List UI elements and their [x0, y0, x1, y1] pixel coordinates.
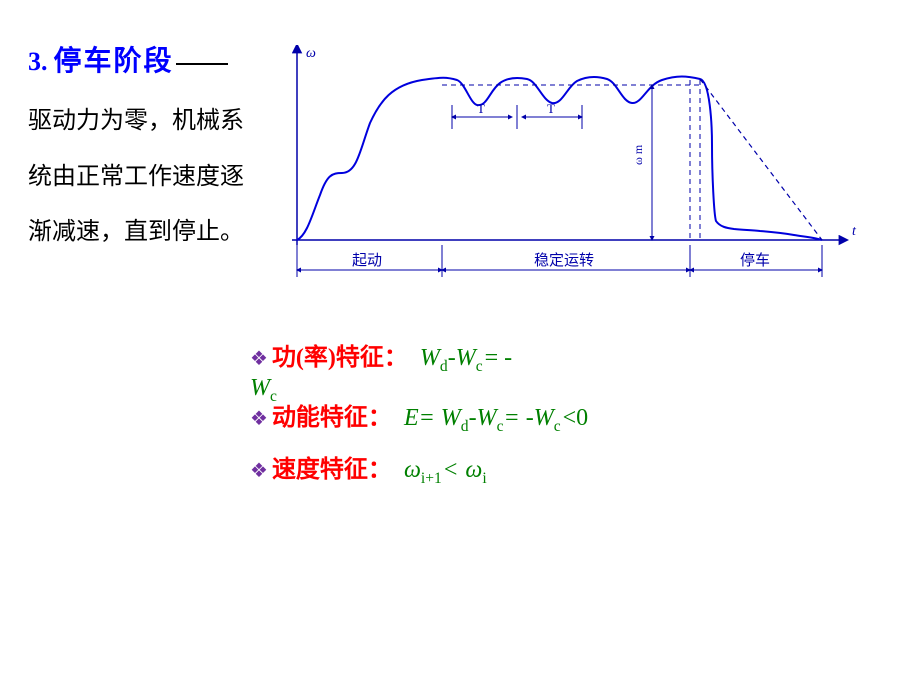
- speed-label: 速度特征：: [272, 457, 392, 483]
- power-equation: Wd-Wc= -: [420, 345, 514, 371]
- omega-curve: [297, 77, 822, 241]
- decel-dashed: [700, 79, 822, 240]
- speed-equation: ωi+1< ωi: [404, 457, 487, 483]
- energy-label: 动能特征：: [272, 405, 392, 431]
- bullet-energy: ❖动能特征： E= Wd-Wc= -Wc<0: [250, 400, 810, 438]
- body-text: 驱动力为零，机械系统由正常工作速度逐渐减速，直到停止。: [28, 94, 258, 260]
- bullet-speed: ❖速度特征： ωi+1< ωi: [250, 452, 810, 490]
- phase-label-stop: 停车: [740, 252, 770, 269]
- section-title: 停车阶段: [54, 46, 174, 77]
- bullet-power: ❖功(率)特征： Wd-Wc= - Wc: [250, 340, 810, 378]
- T-label-1: T: [477, 101, 485, 116]
- phase-chart: ω t T T ω m 起动 稳定运转 停车: [282, 45, 872, 310]
- phase-label-start: 起动: [352, 252, 382, 269]
- diamond-icon: ❖: [250, 408, 268, 430]
- T-label-2: T: [547, 101, 555, 116]
- bullet-list: ❖功(率)特征： Wd-Wc= - Wc ❖动能特征： E= Wd-Wc= -W…: [250, 340, 810, 505]
- phase-label-steady: 稳定运转: [534, 252, 594, 269]
- x-axis-label: t: [852, 224, 857, 239]
- diamond-icon: ❖: [250, 460, 268, 482]
- energy-equation: E= Wd-Wc= -Wc<0: [404, 405, 590, 431]
- title-dash: [176, 63, 228, 65]
- diamond-icon: ❖: [250, 348, 268, 370]
- description-block: 3. 停车阶段 驱动力为零，机械系统由正常工作速度逐渐减速，直到停止。: [28, 30, 258, 260]
- omega-m-label: ω m: [631, 144, 645, 165]
- y-axis-label: ω: [306, 46, 316, 61]
- power-label: 功(率)特征：: [272, 345, 408, 371]
- section-number: 3.: [28, 47, 48, 76]
